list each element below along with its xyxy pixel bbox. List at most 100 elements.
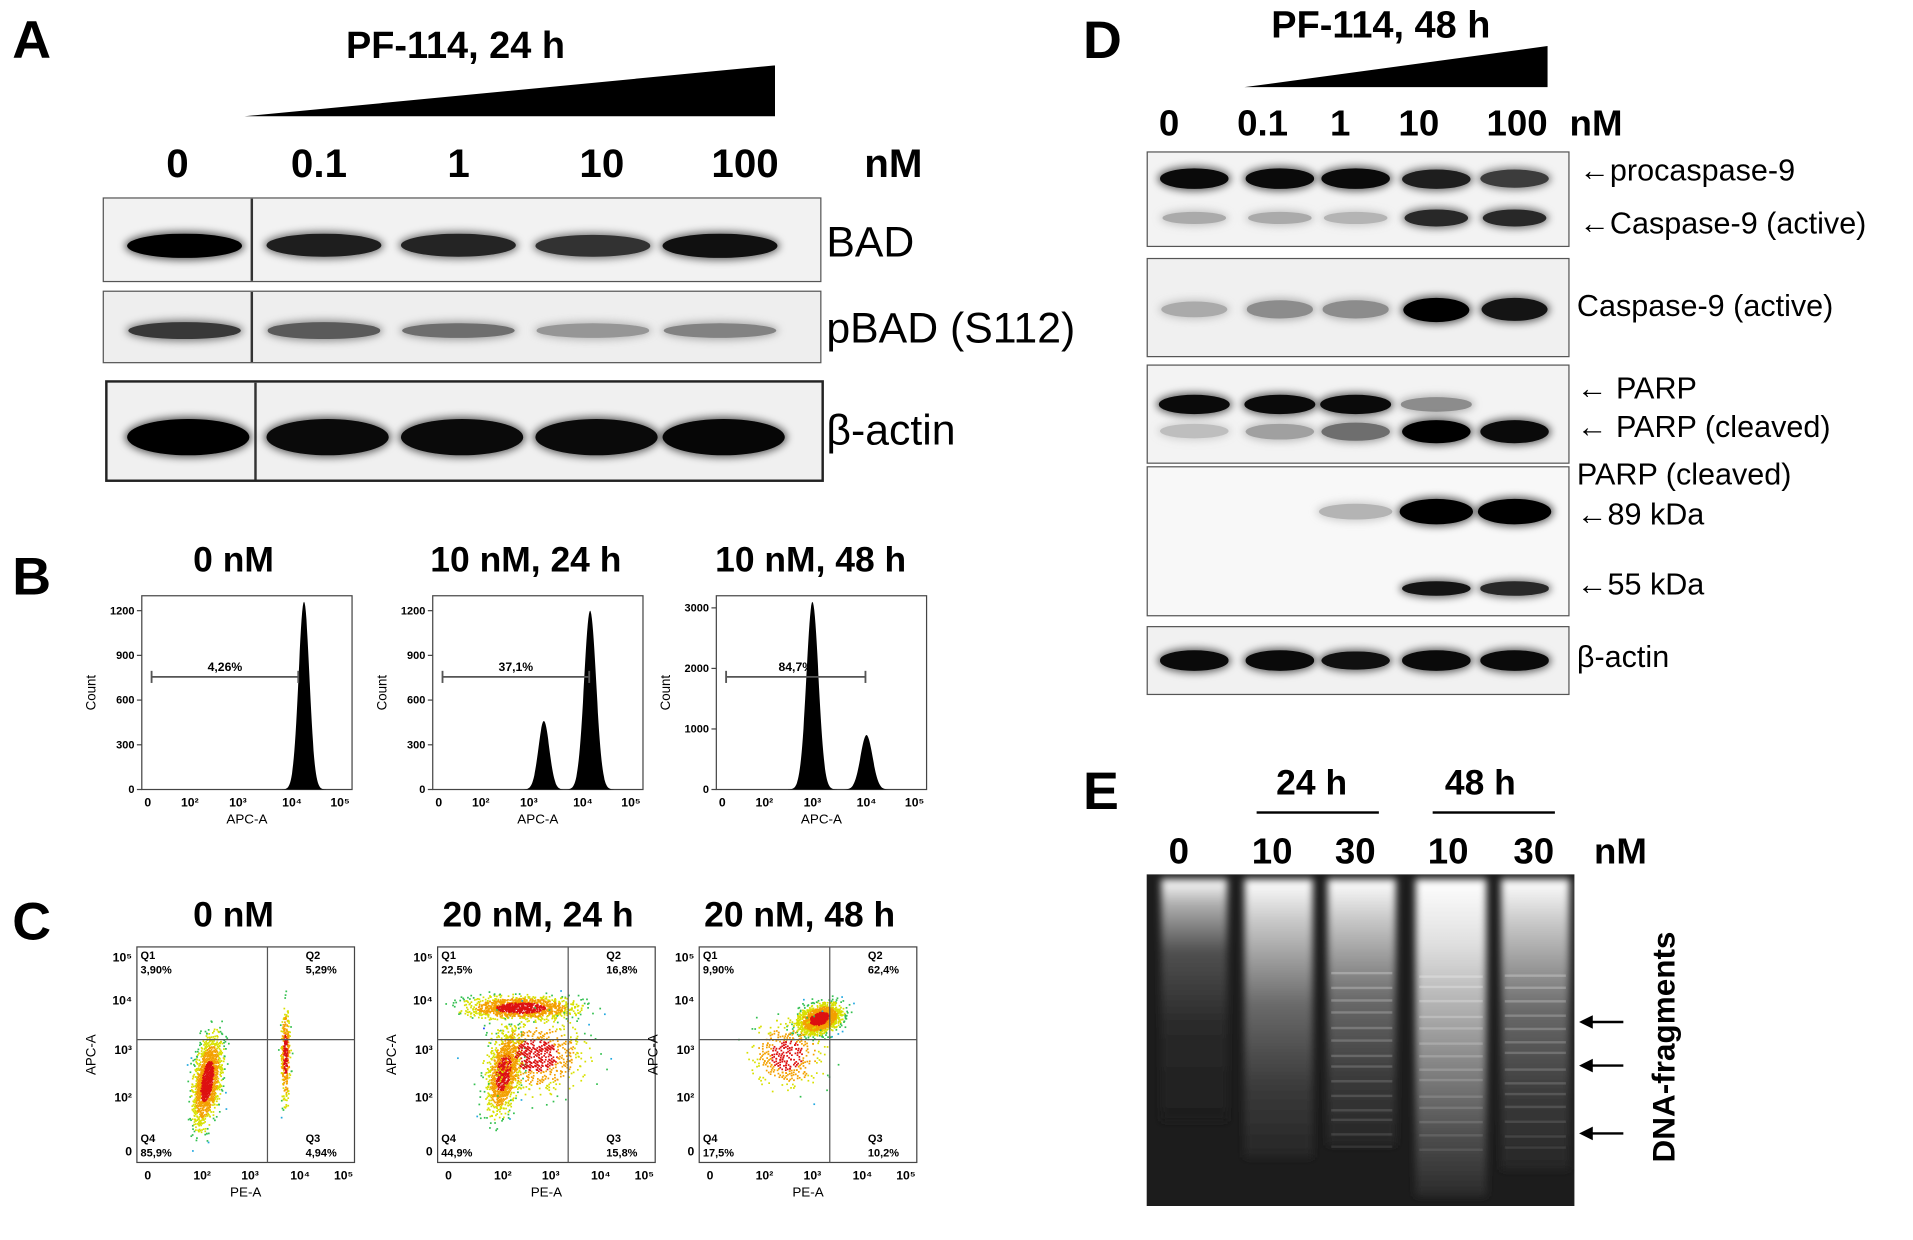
dot xyxy=(498,1068,501,1071)
dot xyxy=(286,1064,288,1067)
dot xyxy=(503,1061,506,1064)
dot xyxy=(221,1090,224,1092)
dot xyxy=(284,1013,286,1016)
dot xyxy=(288,1044,291,1047)
dot xyxy=(216,1054,219,1057)
dot xyxy=(215,1080,218,1083)
dot xyxy=(206,1059,209,1061)
dot xyxy=(511,1036,513,1039)
dot xyxy=(214,1060,217,1063)
dot xyxy=(286,1055,288,1057)
dot xyxy=(537,1015,540,1018)
dot xyxy=(529,1031,532,1033)
dot xyxy=(510,1023,513,1026)
dot xyxy=(197,1094,199,1097)
dot xyxy=(486,1031,488,1034)
dot xyxy=(522,1015,525,1017)
dot xyxy=(554,1004,557,1007)
dot xyxy=(786,1029,788,1031)
dot xyxy=(283,1025,286,1028)
dot xyxy=(508,1003,510,1006)
dot xyxy=(559,1009,561,1011)
dot xyxy=(506,1003,509,1006)
dot xyxy=(502,1017,504,1019)
dot xyxy=(496,1113,499,1115)
dot xyxy=(532,999,534,1002)
dot xyxy=(518,1066,520,1069)
dot xyxy=(536,1050,539,1052)
dot xyxy=(282,1072,285,1075)
dot xyxy=(502,1032,504,1035)
dot xyxy=(511,1002,513,1005)
dot xyxy=(214,1069,216,1072)
dot xyxy=(205,1057,208,1060)
dot xyxy=(510,1073,513,1076)
dot xyxy=(206,1105,208,1107)
dot xyxy=(824,1002,826,1005)
dot xyxy=(284,1039,287,1042)
blot-band xyxy=(267,322,381,339)
dot xyxy=(485,1086,488,1089)
dot xyxy=(542,999,545,1002)
panel-c-dotplot: Q1 3,90% Q2 5,29% Q3 4,94% Q4 85,9% 0 0 10² 10² 10³ 1… xyxy=(76,935,369,1226)
dot xyxy=(496,1081,499,1083)
dot xyxy=(445,1003,448,1005)
dot xyxy=(195,1060,198,1063)
dot xyxy=(203,1048,206,1050)
x-axis-label: APC-A xyxy=(801,811,842,826)
dot xyxy=(196,1112,199,1115)
dot xyxy=(215,1065,218,1068)
dot xyxy=(530,1014,532,1017)
dot xyxy=(518,1080,521,1083)
dot xyxy=(286,1040,289,1042)
dot xyxy=(547,1036,550,1039)
panel-a-dose: 10 xyxy=(579,140,625,186)
dot xyxy=(493,1085,495,1088)
dot xyxy=(206,1096,209,1099)
dot xyxy=(199,1111,202,1113)
dot xyxy=(205,1095,208,1097)
dot xyxy=(211,1062,214,1065)
dot xyxy=(511,1008,514,1011)
dot xyxy=(558,1083,561,1085)
dot xyxy=(543,1043,545,1046)
dot xyxy=(507,1067,510,1070)
dot xyxy=(208,1055,211,1057)
dot xyxy=(503,1082,506,1084)
dot xyxy=(198,1118,200,1120)
x-axis-label: PE-A xyxy=(531,1184,562,1199)
dot xyxy=(220,1040,222,1043)
dot xyxy=(546,1051,548,1054)
dot xyxy=(524,1013,526,1016)
dot xyxy=(508,1061,511,1064)
dot xyxy=(504,1048,506,1050)
dot xyxy=(511,1040,514,1042)
dot xyxy=(476,1115,479,1118)
dot xyxy=(496,1005,499,1008)
dot xyxy=(280,1055,282,1057)
dot xyxy=(206,1083,209,1086)
dot xyxy=(509,1010,512,1013)
x-tick-label: 10⁵ xyxy=(334,1168,353,1182)
dot xyxy=(506,1001,509,1004)
dot xyxy=(204,1065,207,1068)
dot xyxy=(550,1046,553,1049)
dot xyxy=(494,1003,497,1006)
dot xyxy=(554,1066,557,1069)
dot xyxy=(552,1056,555,1059)
dot xyxy=(283,1069,285,1072)
dot xyxy=(549,1062,552,1065)
dot xyxy=(475,1007,478,1010)
dot xyxy=(197,1082,200,1085)
dot xyxy=(526,1007,529,1010)
dot xyxy=(501,1073,504,1076)
dot xyxy=(203,1041,206,1044)
dot xyxy=(205,1101,208,1103)
dot xyxy=(515,998,517,1001)
dot xyxy=(217,1052,220,1055)
dot xyxy=(548,995,551,998)
dot xyxy=(512,1061,515,1064)
dot xyxy=(557,1057,559,1059)
dot xyxy=(546,1009,548,1011)
dot xyxy=(280,1037,283,1040)
